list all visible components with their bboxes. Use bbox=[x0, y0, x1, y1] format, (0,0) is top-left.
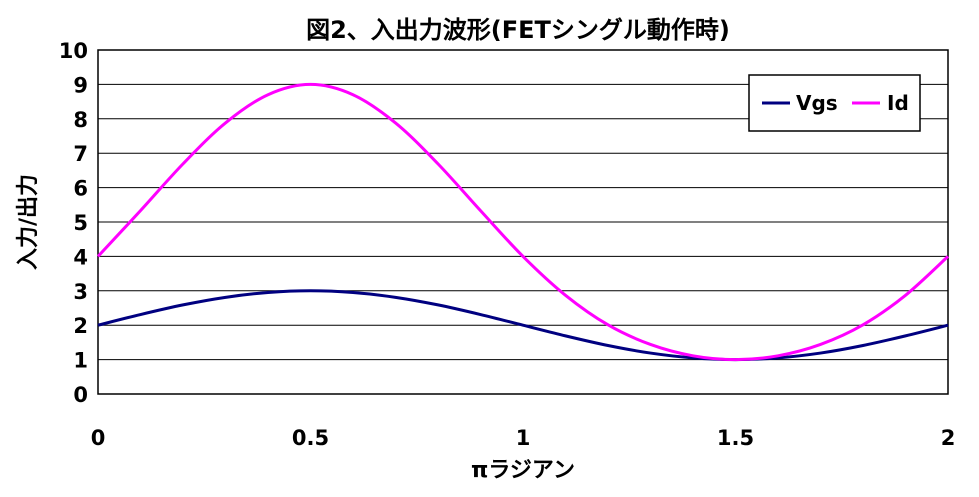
y-tick-label: 1 bbox=[73, 349, 88, 373]
y-tick-label: 4 bbox=[73, 245, 88, 269]
chart-title: 図2、入出力波形(FETシングル動作時) bbox=[306, 16, 730, 44]
series-lines bbox=[96, 82, 950, 362]
legend: Vgs Id bbox=[748, 74, 921, 132]
y-tick-label: 5 bbox=[73, 211, 88, 235]
y-tick-label: 7 bbox=[73, 142, 88, 166]
y-tick-label: 0 bbox=[73, 383, 88, 407]
y-axis-ticks: 0 1 2 3 4 5 6 7 8 9 10 bbox=[59, 39, 88, 407]
y-tick-label: 8 bbox=[73, 108, 88, 132]
y-tick-label: 3 bbox=[73, 280, 88, 304]
x-tick-label: 2 bbox=[941, 426, 956, 450]
x-axis-label: πラジアン bbox=[471, 458, 575, 483]
legend-label-vgs: Vgs bbox=[796, 91, 838, 115]
y-axis-label: 入力/出力 bbox=[16, 174, 41, 270]
y-tick-label: 2 bbox=[73, 314, 88, 338]
x-tick-label: 0.5 bbox=[292, 426, 329, 450]
x-axis-ticks: 0 0.5 1 1.5 2 bbox=[91, 426, 956, 450]
series-line-id bbox=[96, 82, 950, 362]
x-tick-label: 1 bbox=[516, 426, 531, 450]
y-tick-label: 6 bbox=[73, 177, 88, 201]
x-tick-label: 1.5 bbox=[717, 426, 754, 450]
legend-label-id: Id bbox=[887, 91, 909, 115]
x-tick-label: 0 bbox=[91, 426, 106, 450]
y-tick-label: 9 bbox=[73, 73, 88, 97]
series-line-vgs bbox=[97, 289, 949, 362]
y-tick-label: 10 bbox=[59, 39, 88, 63]
